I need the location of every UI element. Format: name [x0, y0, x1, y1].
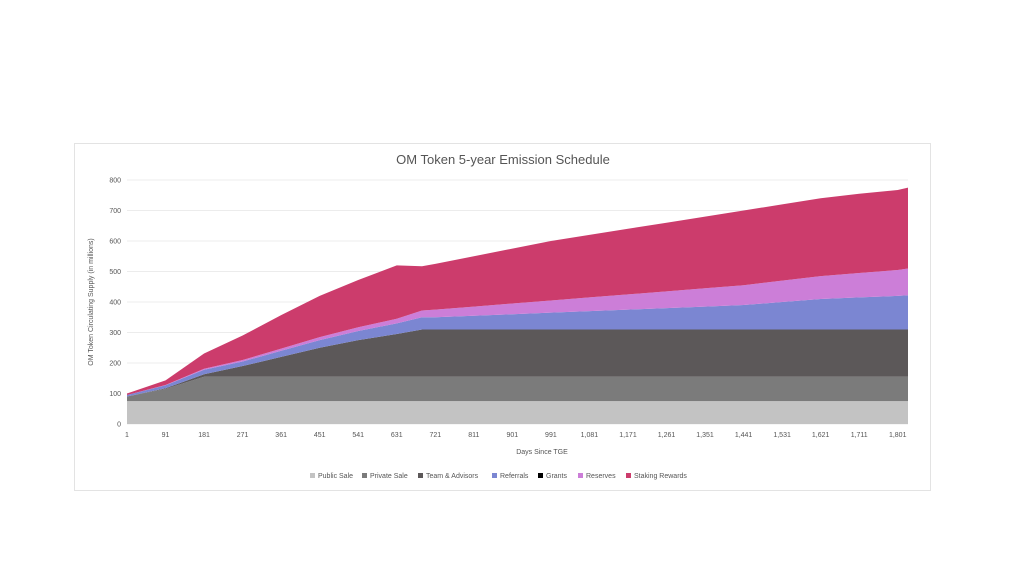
x-tick-label: 541 [352, 432, 364, 439]
y-tick-label: 300 [109, 330, 121, 337]
legend-swatch-grants [538, 473, 543, 478]
x-tick-label: 1,801 [889, 432, 907, 439]
area-series [127, 187, 908, 424]
legend-label-private-sale: Private Sale [370, 473, 408, 480]
legend-label-reserves: Reserves [586, 473, 616, 480]
x-tick-label: 1,081 [581, 432, 599, 439]
x-tick-label: 631 [391, 432, 403, 439]
y-tick-label: 800 [109, 178, 121, 185]
x-tick-label: 1,711 [851, 432, 868, 439]
x-tick-label: 1,621 [812, 432, 830, 439]
x-tick-label: 451 [314, 432, 326, 439]
legend-label-referrals: Referrals [500, 473, 529, 480]
area-series-referrals [127, 295, 908, 397]
x-axis-ticks: 1 91 181 271 361 451 541 631 721 811 901 991 1,081 1,… [125, 432, 907, 439]
legend-label-team-advisors: Team & Advisors [426, 473, 479, 480]
legend-label-staking-rewards: Staking Rewards [634, 473, 687, 480]
x-tick-label: 901 [507, 432, 519, 439]
x-tick-label: 1,531 [773, 432, 791, 439]
emission-chart: OM Token 5-year Emission Schedule 0 100 20… [88, 152, 908, 480]
area-series-staking-rewards [127, 187, 908, 396]
chart-title: OM Token 5-year Emission Schedule [396, 152, 610, 167]
x-tick-label: 991 [545, 432, 557, 439]
x-tick-label: 1 [125, 432, 129, 439]
y-tick-label: 200 [109, 361, 121, 368]
legend-swatch-private-sale [362, 473, 367, 478]
legend-label-grants: Grants [546, 473, 568, 480]
x-tick-label: 91 [162, 432, 170, 439]
area-series-public-sale [127, 401, 908, 424]
y-tick-label: 500 [109, 269, 121, 276]
x-tick-label: 1,441 [735, 432, 753, 439]
x-tick-label: 271 [237, 432, 249, 439]
legend: Public Sale Private Sale Team & Advisors Re… [310, 473, 687, 480]
legend-label-public-sale: Public Sale [318, 473, 353, 480]
legend-swatch-staking-rewards [626, 473, 631, 478]
y-tick-label: 600 [109, 239, 121, 246]
y-axis-title: OM Token Circulating Supply (in millions… [88, 238, 95, 365]
legend-swatch-reserves [578, 473, 583, 478]
x-tick-label: 1,171 [619, 432, 637, 439]
x-tick-label: 181 [198, 432, 210, 439]
chart-frame: OM Token 5-year Emission Schedule 0 100 20… [74, 143, 931, 491]
legend-swatch-team-advisors [418, 473, 423, 478]
y-tick-label: 400 [109, 300, 121, 307]
y-tick-label: 700 [109, 208, 121, 215]
y-tick-label: 0 [117, 422, 121, 429]
x-tick-label: 361 [275, 432, 287, 439]
y-axis-ticks: 0 100 200 300 400 500 600 700 800 [109, 178, 121, 429]
x-tick-label: 1,351 [696, 432, 714, 439]
legend-swatch-public-sale [310, 473, 315, 478]
legend-swatch-referrals [492, 473, 497, 478]
area-series-private-sale [127, 376, 908, 402]
x-tick-label: 811 [468, 432, 479, 439]
area-series-reserves [127, 268, 908, 396]
area-series-team-advisors [127, 329, 908, 397]
y-tick-label: 100 [109, 391, 121, 398]
x-tick-label: 1,261 [658, 432, 676, 439]
x-axis-title: Days Since TGE [516, 449, 568, 456]
x-tick-label: 721 [429, 432, 441, 439]
